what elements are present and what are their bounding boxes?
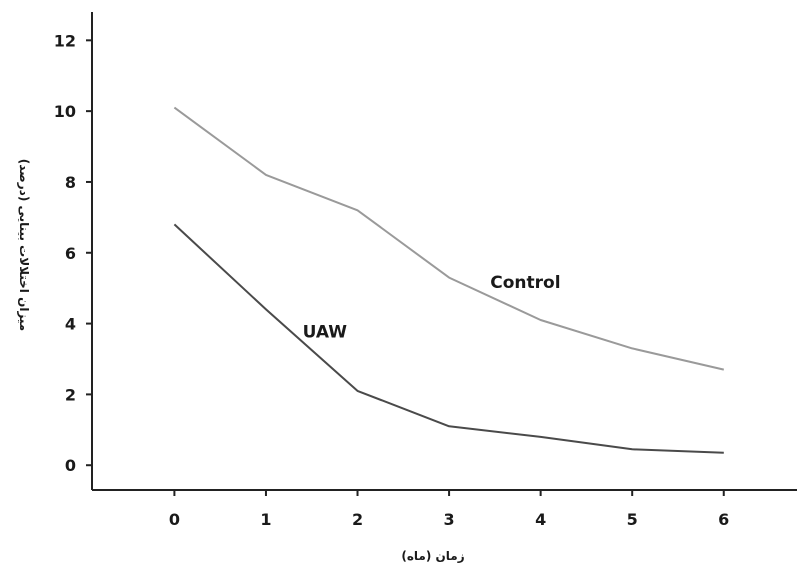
x-tick-label: 3 [444, 510, 455, 529]
series-line-uaw [173, 223, 724, 454]
series-labels: Control UAW [303, 273, 561, 343]
x-tick-label: 4 [535, 510, 546, 529]
x-axis-title: زمان (ماه) [401, 549, 464, 563]
y-ticks: 0 2 4 6 8 10 12 [54, 31, 92, 475]
y-tick-label: 12 [54, 31, 76, 50]
y-tick-label: 4 [65, 315, 76, 334]
x-ticks: 0 1 2 3 4 5 6 [169, 490, 729, 529]
y-axis-title: میزان اختلالات بینایی (درصد) [17, 159, 31, 331]
y-tick-label: 0 [65, 456, 76, 475]
y-tick-label: 2 [65, 385, 76, 404]
y-tick-label: 6 [65, 244, 76, 263]
x-tick-label: 2 [352, 510, 363, 529]
x-tick-label: 5 [627, 510, 638, 529]
x-tick-label: 1 [260, 510, 271, 529]
y-tick-label: 8 [65, 173, 76, 192]
axes [91, 12, 797, 491]
x-tick-label: 0 [169, 510, 180, 529]
series-label-uaw: UAW [303, 323, 348, 343]
series-lines [173, 106, 725, 454]
x-tick-label: 6 [718, 510, 729, 529]
series-line-control [173, 106, 725, 371]
y-tick-label: 10 [54, 102, 76, 121]
series-label-control: Control [490, 273, 560, 293]
